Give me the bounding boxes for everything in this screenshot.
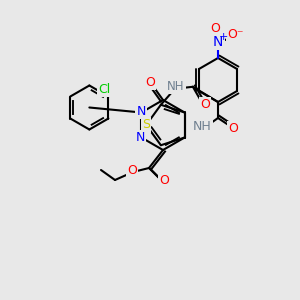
Text: N: N	[136, 131, 145, 144]
Text: Cl: Cl	[98, 83, 110, 96]
Text: O: O	[210, 22, 220, 34]
Text: NH: NH	[167, 80, 184, 93]
Text: O: O	[159, 173, 169, 187]
Text: N: N	[213, 35, 223, 49]
Text: S: S	[142, 118, 150, 131]
Text: N: N	[137, 105, 146, 118]
Text: O: O	[127, 164, 137, 178]
Text: O: O	[200, 98, 210, 111]
Text: O⁻: O⁻	[227, 28, 243, 41]
Text: +: +	[218, 32, 228, 42]
Text: O: O	[228, 122, 238, 136]
Text: O: O	[145, 76, 155, 88]
Text: NH: NH	[193, 119, 211, 133]
